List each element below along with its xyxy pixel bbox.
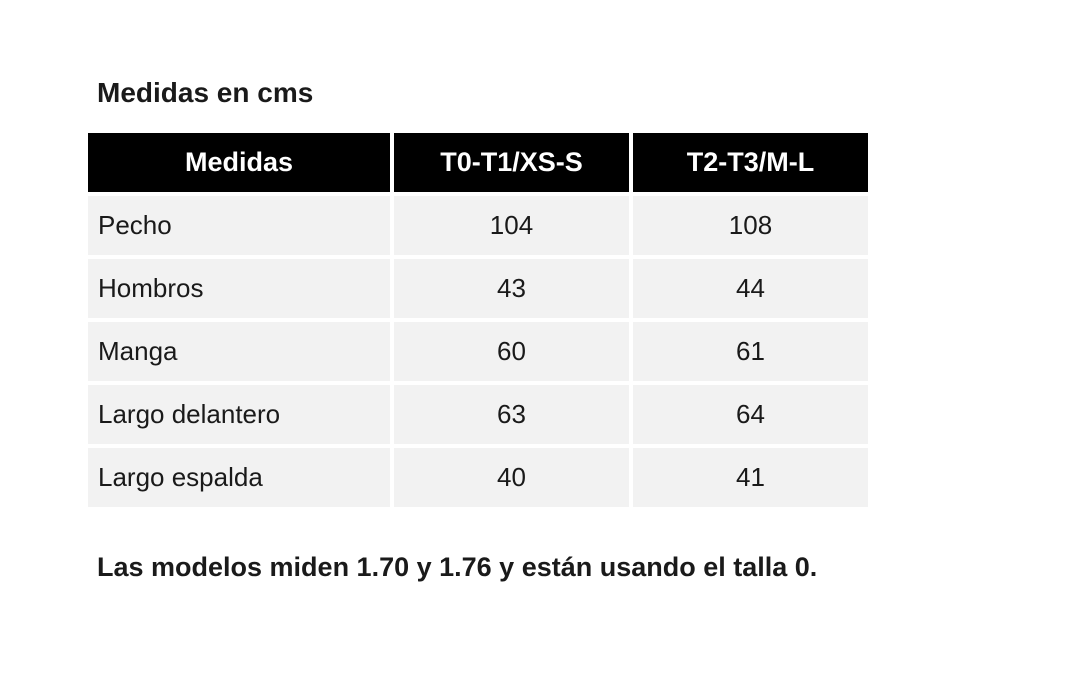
row-label-largo-delantero: Largo delantero xyxy=(88,384,390,444)
column-header-size-t2-t3: T2-T3/M-L xyxy=(633,132,868,192)
row-label-pecho: Pecho xyxy=(88,195,390,255)
row-value-largo-espalda-size2: 41 xyxy=(633,447,868,507)
column-header-size-t0-t1: T0-T1/XS-S xyxy=(394,132,629,192)
row-value-pecho-size2: 108 xyxy=(633,195,868,255)
row-value-manga-size1: 60 xyxy=(394,321,629,381)
models-note: Las modelos miden 1.70 y 1.76 y están us… xyxy=(97,551,818,582)
row-label-largo-espalda: Largo espalda xyxy=(88,447,390,507)
row-value-hombros-size2: 44 xyxy=(633,258,868,318)
row-label-manga: Manga xyxy=(88,321,390,381)
row-value-largo-espalda-size1: 40 xyxy=(394,447,629,507)
column-header-medidas: Medidas xyxy=(88,132,390,192)
row-label-hombros: Hombros xyxy=(88,258,390,318)
page-title: Medidas en cms xyxy=(97,77,314,108)
row-value-largo-delantero-size1: 63 xyxy=(394,384,629,444)
size-table: Medidas T0-T1/XS-S T2-T3/M-L Pecho 104 1… xyxy=(88,132,868,507)
size-chart-page: Medidas en cms Medidas T0-T1/XS-S T2-T3/… xyxy=(88,77,868,582)
row-value-largo-delantero-size2: 64 xyxy=(633,384,868,444)
row-value-manga-size2: 61 xyxy=(633,321,868,381)
row-value-hombros-size1: 43 xyxy=(394,258,629,318)
row-value-pecho-size1: 104 xyxy=(394,195,629,255)
